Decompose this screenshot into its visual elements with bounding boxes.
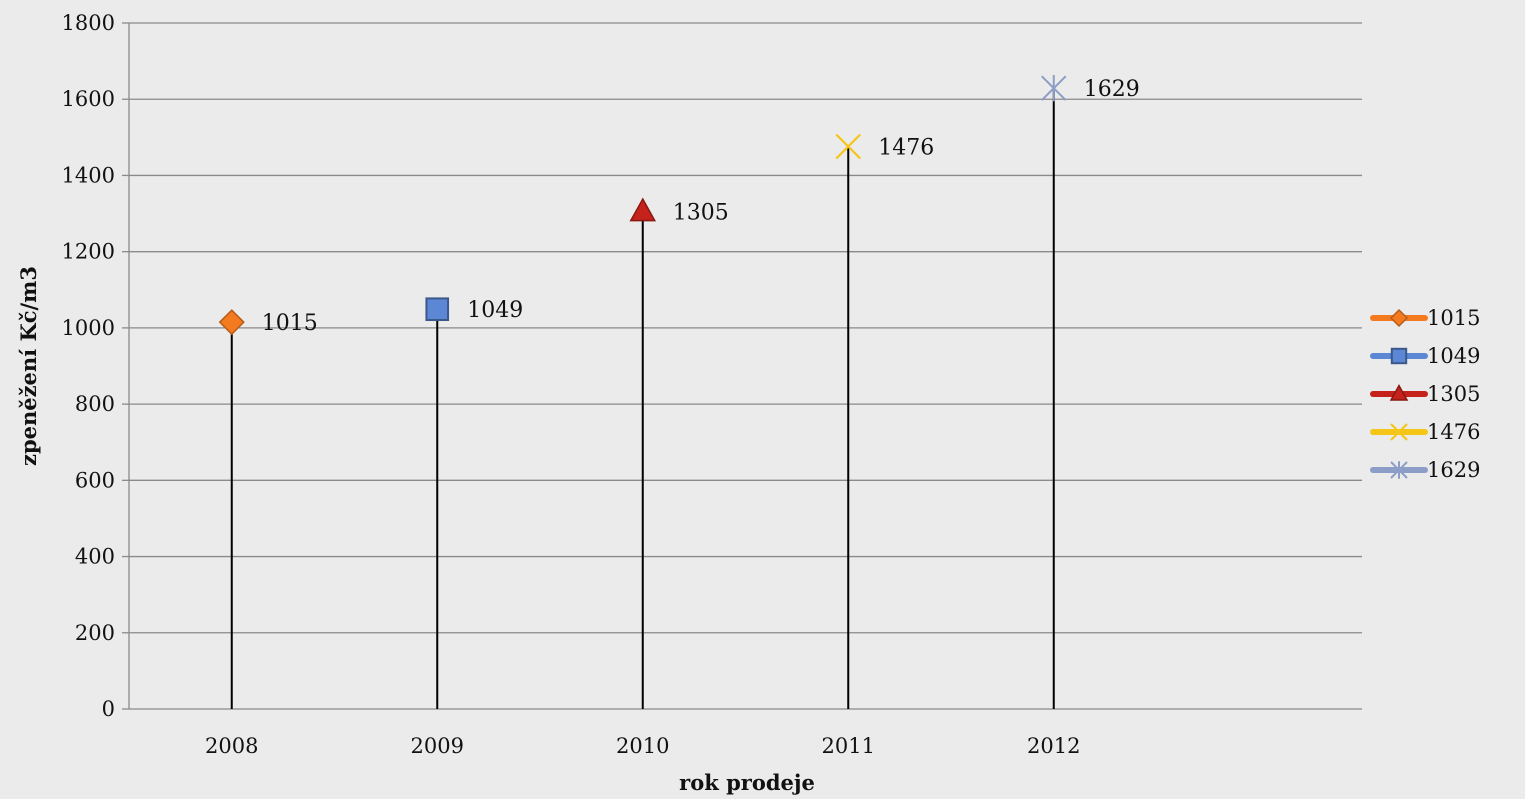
data-point-2012: [1041, 74, 1067, 102]
y-tick-label-1800: 1800: [62, 11, 115, 35]
legend-label-1015: 1015: [1427, 306, 1480, 330]
legend-marker-1015: [1389, 308, 1409, 328]
legend-item-1015: 1015: [1370, 306, 1480, 330]
data-label-2012: 1629: [1084, 77, 1140, 102]
data-label-2009: 1049: [467, 298, 523, 323]
y-tick-label-0: 0: [102, 697, 115, 721]
legend-label-1305: 1305: [1427, 382, 1480, 406]
y-tick-label-1000: 1000: [62, 316, 115, 340]
data-marks: 1015 1049 1305 1476 1629: [218, 74, 1140, 709]
legend-item-1629: 1629: [1370, 458, 1480, 482]
y-tick-label-800: 800: [75, 392, 115, 416]
legend-marker-1305: [1389, 384, 1409, 401]
data-point-2011: [835, 133, 862, 160]
y-tick-label-1600: 1600: [62, 87, 115, 111]
x-tick-label-2012: 2012: [1027, 734, 1080, 758]
y-tick-label-600: 600: [75, 468, 115, 492]
y-tick-label-400: 400: [75, 545, 115, 569]
legend: 1015 1049 1305 1476 1629: [1370, 306, 1480, 482]
y-tick-label-200: 200: [75, 621, 115, 645]
legend-label-1476: 1476: [1427, 420, 1480, 444]
legend-item-1476: 1476: [1370, 420, 1480, 444]
legend-label-1049: 1049: [1427, 344, 1480, 368]
data-label-2011: 1476: [878, 135, 934, 160]
x-tick-label-2008: 2008: [205, 734, 258, 758]
legend-item-1305: 1305: [1370, 382, 1480, 406]
y-tick-label-1200: 1200: [62, 240, 115, 264]
legend-label-1629: 1629: [1427, 458, 1480, 482]
x-axis-title: rok prodeje: [679, 770, 815, 795]
y-axis-title: zpeněžení Kč/m3: [16, 266, 41, 466]
legend-marker-1476: [1390, 423, 1408, 441]
data-label-2010: 1305: [673, 201, 729, 226]
axes: [122, 22, 1362, 710]
data-point-2009: [425, 297, 450, 322]
gridlines: [129, 22, 1362, 634]
legend-marker-1049: [1390, 347, 1408, 365]
x-tick-label-2009: 2009: [411, 734, 464, 758]
tick-labels: 0 200 400 600 800 1000 1200 1400 1600 1800 2008 200…: [62, 11, 1081, 758]
x-tick-label-2011: 2011: [822, 734, 875, 758]
legend-item-1049: 1049: [1370, 344, 1480, 368]
y-tick-label-1400: 1400: [62, 163, 115, 187]
data-point-2010: [629, 197, 657, 222]
data-point-2008: [218, 309, 245, 336]
data-label-2008: 1015: [262, 311, 318, 336]
x-tick-label-2010: 2010: [616, 734, 669, 758]
legend-marker-1629: [1390, 461, 1408, 479]
